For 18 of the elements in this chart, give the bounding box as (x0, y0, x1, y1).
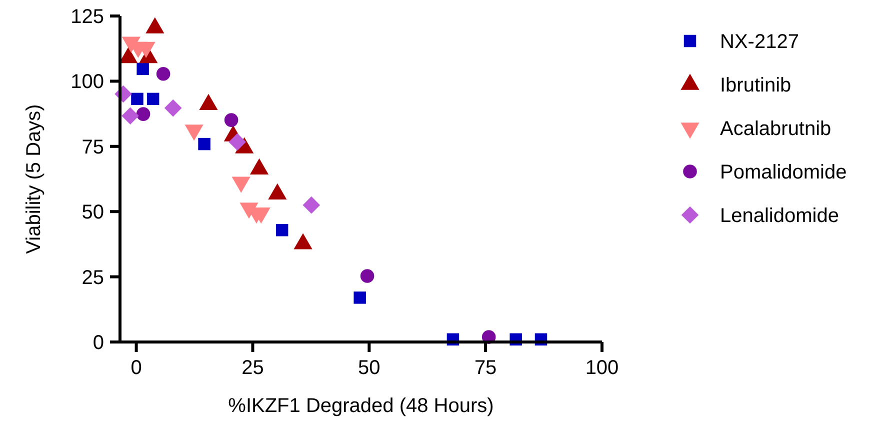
y-tick-label: 0 (92, 332, 104, 354)
x-tick-label: 25 (242, 357, 264, 379)
legend-label: Pomalidomide (720, 162, 847, 184)
y-tick-label: 50 (82, 202, 104, 224)
y-tick-label: 75 (82, 136, 104, 158)
x-tick-label: 50 (358, 357, 380, 379)
legend-label: Ibrutinib (720, 74, 792, 96)
x-tick-label: 75 (474, 357, 497, 379)
y-axis-title: Viability (5 Days) (23, 104, 45, 254)
y-tick-label: 25 (82, 266, 104, 289)
legend-label: NX-2127 (720, 31, 799, 53)
x-tick-label: 100 (585, 357, 619, 379)
x-axis-title: %IKZF1 Degraded (48 Hours) (228, 395, 494, 417)
x-tick-label: 0 (130, 357, 142, 379)
y-tick-label: 100 (70, 71, 104, 94)
legend-label: Lenalidomide (720, 205, 839, 227)
legend-label: Acalabrutnib (720, 118, 832, 140)
y-tick-label: 125 (70, 6, 104, 28)
